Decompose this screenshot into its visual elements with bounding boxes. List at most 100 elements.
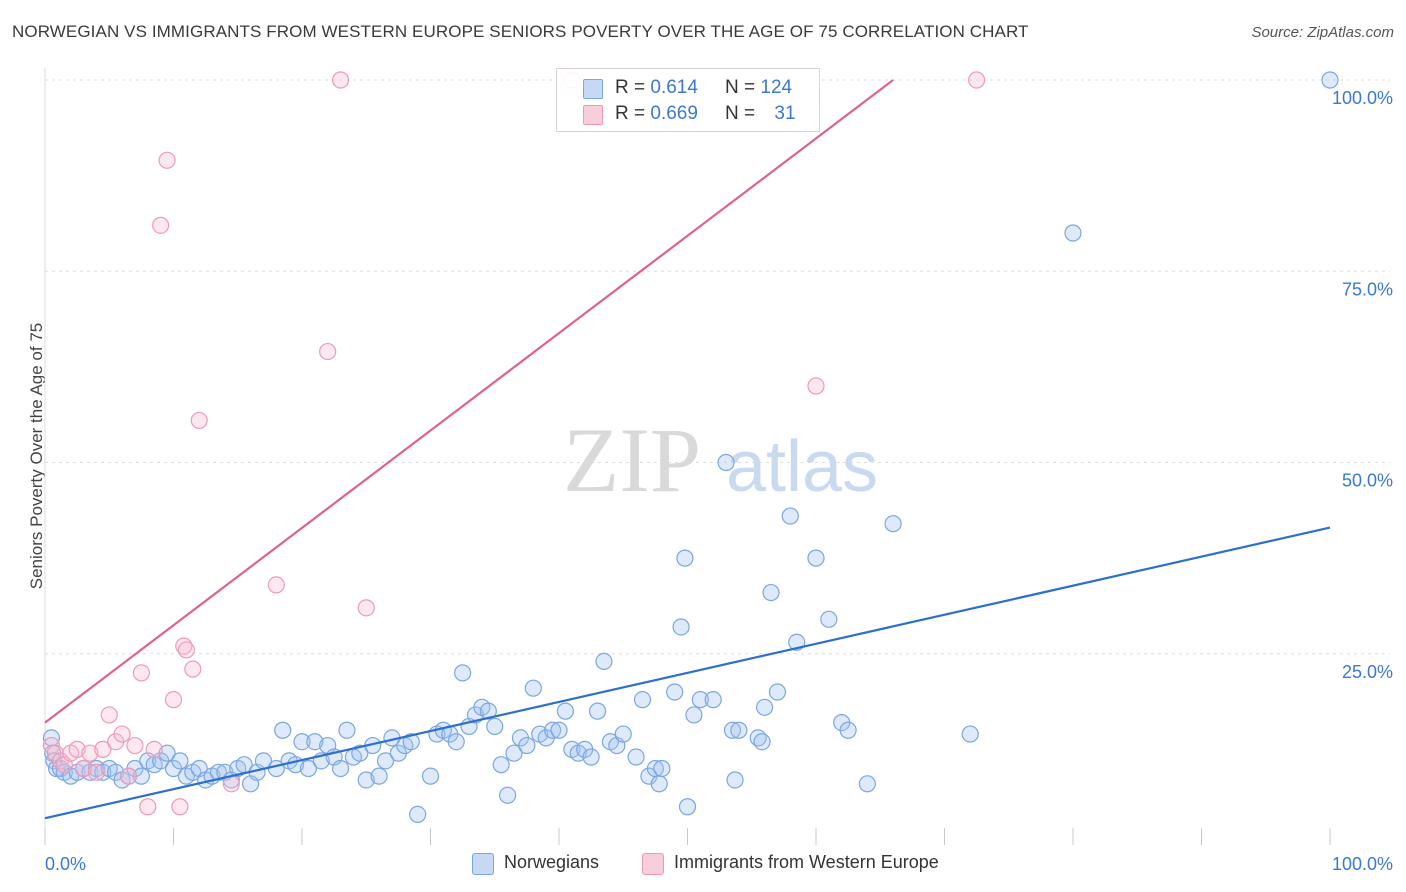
norwegian-point <box>158 744 176 762</box>
immigrant-point <box>171 798 189 816</box>
norwegian-point <box>543 721 562 739</box>
norwegian-point <box>351 744 369 762</box>
norwegian-point <box>884 515 902 533</box>
norwegian-point <box>704 691 722 709</box>
norwegian-point <box>132 767 150 785</box>
norwegian-point <box>402 733 420 751</box>
norwegian-point <box>556 702 575 720</box>
legend-swatch-blue <box>472 853 494 875</box>
axis-ticks: 25.0% 50.0% 75.0% 100.0% 0.0% 100.0% <box>44 88 1393 874</box>
y-tick-label: 25.0% <box>1342 662 1393 682</box>
immigrant-point <box>68 740 86 758</box>
norwegian-point <box>1321 71 1339 89</box>
norwegian-point <box>627 748 645 766</box>
norwegian-point <box>505 744 523 762</box>
norwegian-point <box>582 748 600 766</box>
norwegian-point <box>614 725 632 743</box>
norwegian-point <box>678 798 697 816</box>
legend-swatch-pink <box>583 105 603 125</box>
norwegian-point <box>768 683 787 701</box>
immigrant-point <box>158 151 176 169</box>
immigrant-point <box>807 377 825 395</box>
norwegian-point <box>762 583 780 602</box>
immigrant-point <box>87 763 106 781</box>
norwegian-point <box>726 771 744 789</box>
norwegians-trend-line <box>44 526 1331 820</box>
norwegian-point <box>357 771 375 789</box>
norwegian-point <box>839 721 857 739</box>
watermark-zip: ZIP <box>563 409 701 511</box>
legend-label-norwegians: Norwegians <box>504 852 600 872</box>
norwegian-point <box>274 721 292 739</box>
immigrant-point <box>100 706 118 724</box>
immigrant-point <box>74 759 93 778</box>
x-tick-label: 0.0% <box>45 854 86 874</box>
immigrant-point <box>164 691 183 709</box>
legend-n-label: N = <box>725 103 761 124</box>
chart-title: NORWEGIAN VS IMMIGRANTS FROM WESTERN EUR… <box>12 22 1029 41</box>
legend-label-immigrants: Immigrants from Western Europe <box>674 852 939 872</box>
norwegian-point <box>331 759 350 778</box>
immigrants-points <box>42 71 986 816</box>
immigrant-point <box>184 660 202 678</box>
watermark: ZIP atlas <box>563 409 878 511</box>
legend-r-label: R = <box>615 77 651 98</box>
legend-swatch-blue <box>583 79 603 99</box>
y-tick-label: 100.0% <box>1332 88 1393 108</box>
trend-lines <box>44 79 1331 820</box>
immigrants-trend-line <box>44 79 894 724</box>
norwegian-point <box>633 691 652 709</box>
norwegian-point <box>479 702 497 720</box>
norwegian-point <box>723 721 742 739</box>
norwegian-point <box>492 756 510 774</box>
norwegian-point <box>518 736 536 755</box>
immigrant-point <box>94 740 112 758</box>
norwegian-point <box>293 733 311 751</box>
norwegian-point <box>338 721 356 739</box>
norwegian-point <box>820 610 838 628</box>
legend-r-value: 0.669 <box>650 103 698 124</box>
norwegian-point <box>499 786 517 804</box>
norwegian-point <box>753 733 771 751</box>
legend-r-value: 0.614 <box>650 77 698 98</box>
immigrant-point <box>126 736 144 755</box>
correlation-legend: R = 0.614 N = 124 R = 0.669 N = 31 <box>556 68 820 132</box>
legend-n-value: 124 <box>760 77 793 98</box>
norwegians-points <box>42 71 1339 824</box>
norwegian-point <box>409 805 427 824</box>
legend-r-label: R = <box>615 103 651 124</box>
legend-n-value: 31 <box>774 103 796 124</box>
immigrant-point <box>267 576 285 594</box>
norwegian-point <box>447 733 465 751</box>
norwegian-point <box>454 664 472 682</box>
immigrant-point <box>132 664 150 682</box>
norwegian-point <box>550 721 568 739</box>
norwegian-point <box>755 698 774 716</box>
norwegian-point <box>781 507 799 525</box>
norwegian-point <box>209 763 228 781</box>
norwegian-point <box>171 752 189 770</box>
legend-swatch-pink <box>642 853 664 875</box>
immigrant-point <box>319 342 337 361</box>
norwegian-point <box>376 752 395 770</box>
immigrant-point <box>331 71 350 89</box>
immigrant-point <box>119 767 138 785</box>
norwegian-point <box>421 767 440 785</box>
norwegian-point <box>306 733 324 751</box>
norwegian-point <box>595 652 613 671</box>
norwegian-point <box>691 691 709 709</box>
series-legend: Norwegians Immigrants from Western Europ… <box>0 852 1406 878</box>
norwegian-point <box>807 549 825 567</box>
immigrant-point <box>968 71 986 89</box>
norwegian-point <box>653 759 671 778</box>
norwegian-point <box>730 721 748 739</box>
legend-n-label: N = <box>725 77 761 98</box>
x-tick-label: 100.0% <box>1332 854 1393 874</box>
norwegian-point <box>1064 224 1082 242</box>
immigrant-point <box>113 725 131 743</box>
watermark-atlas: atlas <box>726 427 878 507</box>
immigrant-point <box>152 216 170 234</box>
norwegian-point <box>486 717 504 736</box>
norwegian-point <box>524 679 542 697</box>
